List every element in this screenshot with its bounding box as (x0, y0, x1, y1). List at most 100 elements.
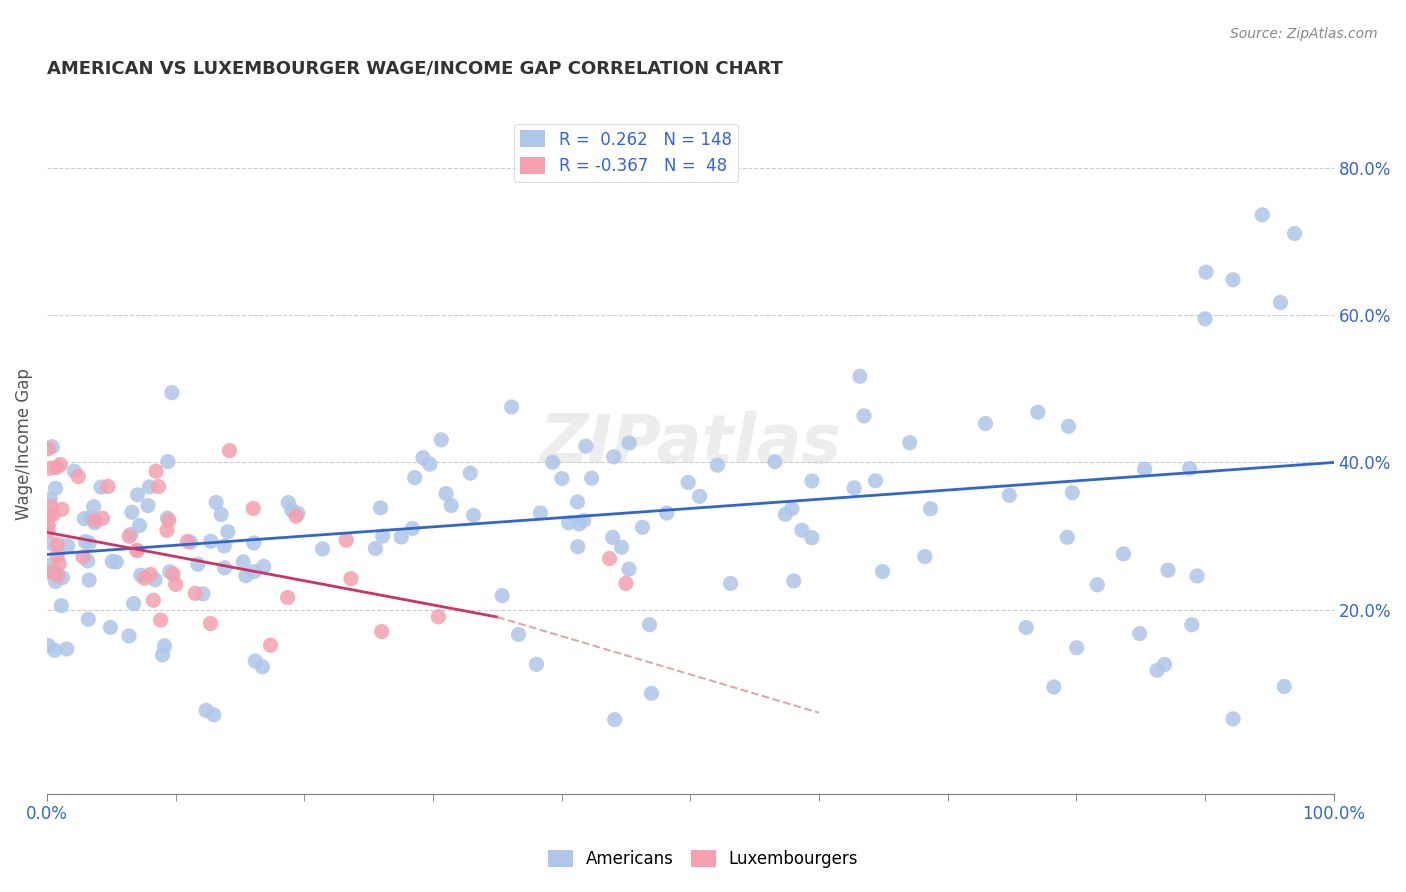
Point (149, 613, 172, 627)
Point (763, 455, 786, 469)
Point (872, 565, 894, 579)
Point (1185, 569, 1208, 583)
Point (401, 521, 423, 535)
Point (491, 589, 513, 603)
Point (780, 501, 803, 516)
Point (974, 417, 997, 431)
Point (689, 490, 711, 504)
Point (412, 450, 434, 465)
Point (602, 450, 624, 464)
Point (73, 511, 96, 525)
Y-axis label: Wage/Income Gap: Wage/Income Gap (15, 368, 32, 520)
Point (42, 508, 65, 522)
Point (46, 568, 69, 582)
Point (1157, 563, 1180, 577)
Point (551, 471, 574, 485)
Point (603, 713, 626, 727)
Point (541, 455, 564, 469)
Point (602, 530, 624, 544)
Point (214, 561, 236, 575)
Point (557, 516, 579, 530)
Point (1194, 311, 1216, 326)
Point (614, 576, 637, 591)
Point (156, 511, 179, 525)
Point (202, 707, 225, 722)
Point (176, 534, 198, 549)
Point (998, 488, 1021, 502)
Point (122, 597, 145, 611)
Point (1062, 485, 1084, 500)
Point (39, 500, 62, 514)
Point (191, 587, 214, 601)
Point (142, 593, 165, 607)
Point (370, 624, 392, 639)
Point (706, 458, 728, 472)
Point (44, 643, 66, 657)
Point (1272, 680, 1295, 694)
Point (252, 660, 274, 674)
Point (51, 502, 73, 516)
Point (783, 574, 806, 588)
Point (1085, 578, 1108, 592)
Point (49, 458, 72, 472)
Text: ZIPatlas: ZIPatlas (540, 411, 841, 477)
Point (37, 566, 59, 580)
Point (214, 539, 236, 553)
Point (46, 537, 69, 551)
Point (1195, 265, 1218, 279)
Point (205, 495, 228, 509)
Point (218, 443, 240, 458)
Point (427, 609, 450, 624)
Point (1251, 208, 1274, 222)
Point (39, 492, 62, 507)
Point (619, 436, 641, 450)
Point (51, 599, 73, 613)
Point (567, 540, 589, 554)
Point (45, 460, 67, 475)
Point (844, 481, 866, 495)
Point (72, 549, 94, 564)
Point (914, 549, 936, 564)
Point (242, 536, 264, 550)
Point (156, 454, 179, 468)
Point (38, 442, 60, 456)
Point (44, 574, 66, 589)
Point (129, 568, 152, 582)
Point (38, 509, 60, 524)
Point (200, 534, 222, 549)
Text: AMERICAN VS LUXEMBOURGER WAGE/INCOME GAP CORRELATION CHART: AMERICAN VS LUXEMBOURGER WAGE/INCOME GAP… (46, 60, 783, 78)
Point (800, 474, 823, 488)
Point (419, 457, 441, 471)
Point (340, 572, 363, 586)
Point (37, 524, 59, 538)
Point (125, 543, 148, 558)
Point (75, 534, 97, 549)
Point (200, 616, 222, 631)
Point (105, 555, 128, 569)
Point (90, 480, 112, 494)
Point (1066, 640, 1088, 655)
Point (134, 571, 156, 585)
Point (235, 568, 257, 582)
Point (139, 567, 162, 582)
Point (1112, 547, 1135, 561)
Point (217, 524, 239, 539)
Point (1015, 621, 1038, 635)
Point (160, 385, 183, 400)
Point (1056, 530, 1078, 544)
Point (195, 703, 218, 717)
Point (37, 518, 59, 533)
Point (180, 535, 202, 549)
Legend: R =  0.262   N = 148, R = -0.367   N =  48: R = 0.262 N = 148, R = -0.367 N = 48 (513, 124, 738, 182)
Point (335, 533, 357, 548)
Point (277, 591, 299, 605)
Point (1146, 663, 1168, 677)
Point (42, 564, 65, 578)
Point (67, 469, 90, 483)
Point (143, 573, 166, 587)
Point (508, 627, 530, 641)
Point (136, 499, 159, 513)
Point (242, 501, 264, 516)
Point (184, 586, 207, 600)
Point (371, 529, 394, 543)
